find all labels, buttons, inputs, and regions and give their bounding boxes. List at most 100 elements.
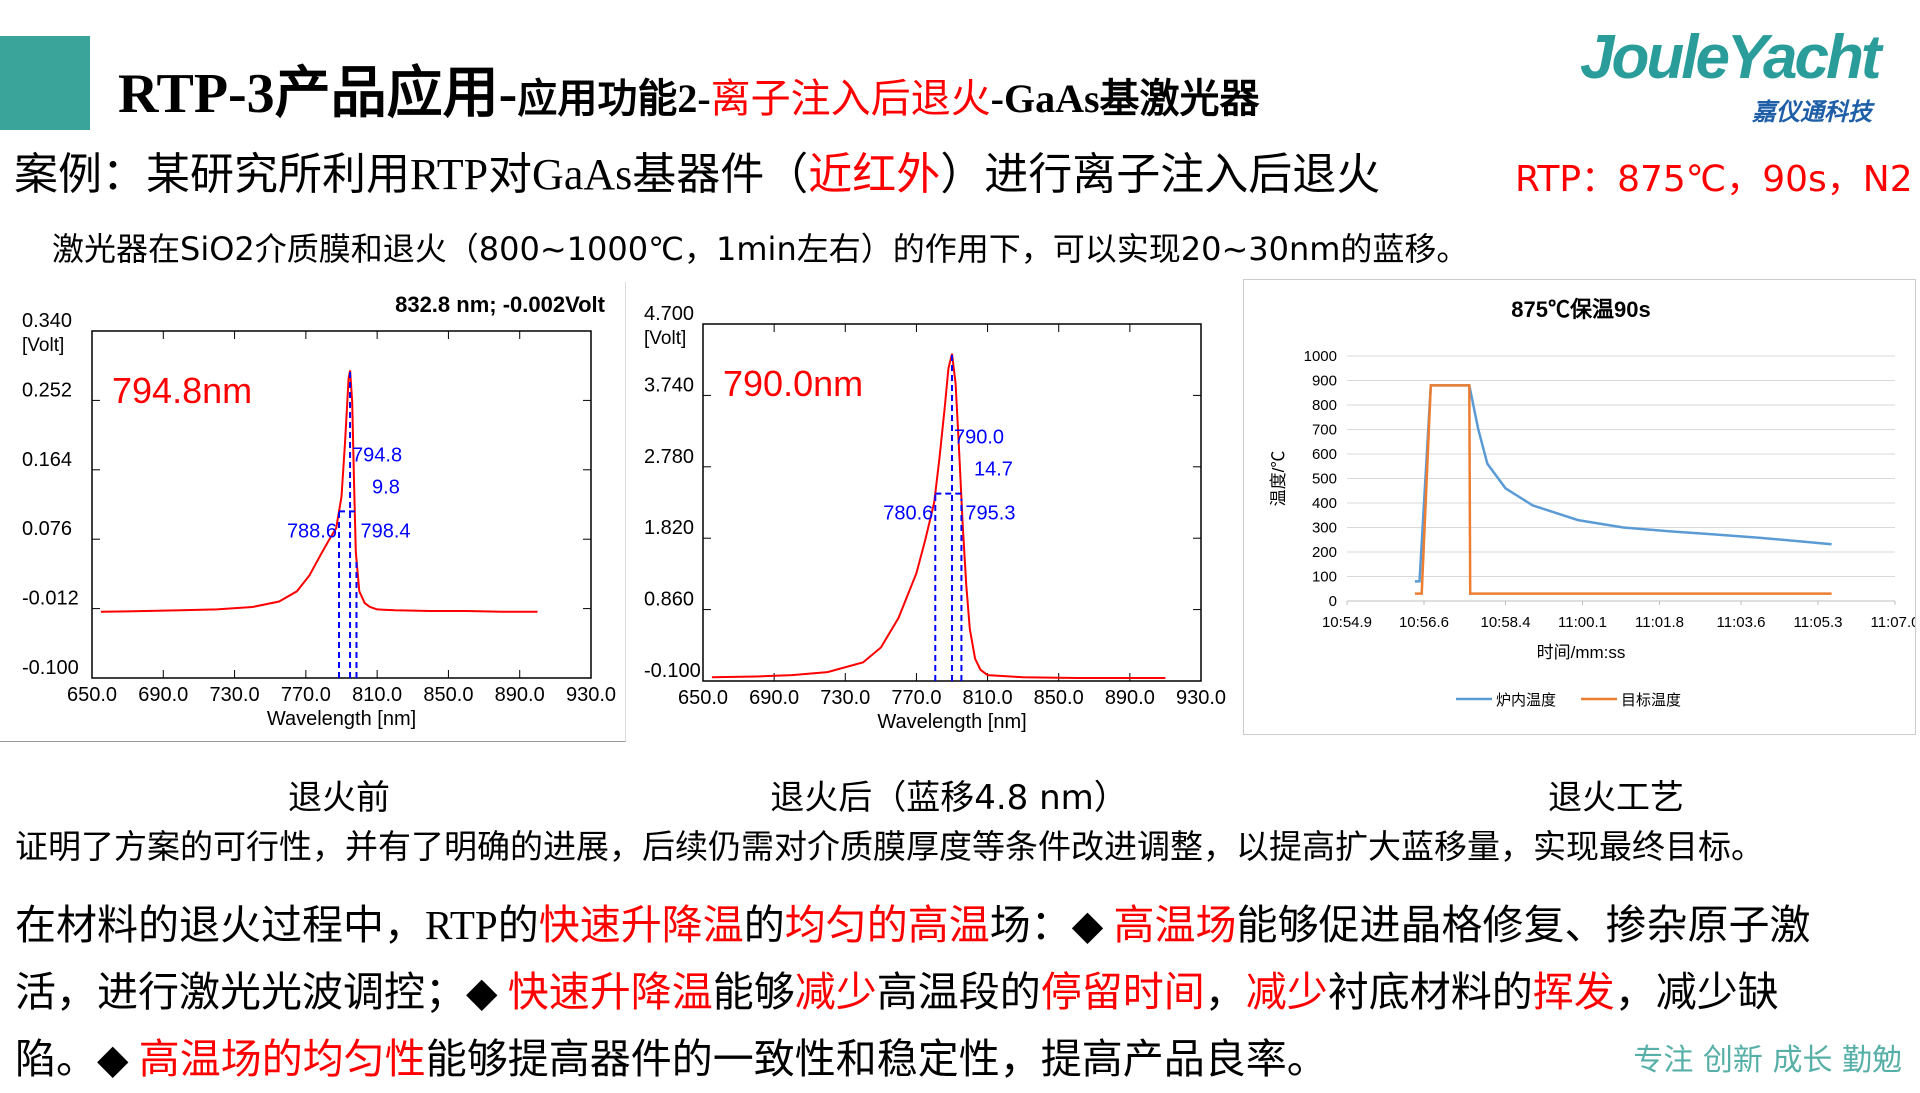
body-segment: 减少 xyxy=(794,969,877,1015)
title-main: RTP-3产品应用- xyxy=(118,63,518,125)
caption: 退火后（蓝移4.8 nm） xyxy=(770,778,1128,818)
body-segment: 停留时间 xyxy=(1040,969,1205,1015)
body-segment: 快速升降温 xyxy=(507,969,713,1015)
chart-title: 875℃保温90s xyxy=(1511,297,1650,322)
y-tick-label: 0 xyxy=(1329,593,1337,610)
marker-label: 780.6 xyxy=(883,503,933,525)
conclusion: 证明了方案的可行性，并有了明确的进展，后续仍需对介质膜厚度等条件改进调整，以提高… xyxy=(15,827,1764,866)
logo-company: 嘉仪通科技 xyxy=(1752,98,1872,126)
body-text: 在材料的退火过程中，RTP的快速升降温的均匀的高温场：◆ 高温场能够促进晶格修复… xyxy=(15,892,1845,1093)
x-axis-label: Wavelength [nm] xyxy=(267,708,416,730)
y-tick-label: -0.100 xyxy=(644,660,701,682)
y-tick-label: 600 xyxy=(1312,446,1337,463)
y-tick-label: 0.076 xyxy=(22,518,72,540)
marker-label: 14.7 xyxy=(974,459,1013,481)
x-tick-label: 850.0 xyxy=(1034,687,1084,709)
body-segment: 在材料的退火过程中，RTP的 xyxy=(15,902,539,948)
body-segment: 能够 xyxy=(712,969,795,1015)
readout: 832.8 nm; -0.002Volt xyxy=(395,292,606,317)
y-tick-label: 300 xyxy=(1312,520,1337,537)
x-tick-label: 11:01.8 xyxy=(1635,614,1684,631)
legend-label: 目标温度 xyxy=(1621,692,1681,709)
marker-label: 788.6 xyxy=(287,520,337,542)
x-tick-label: 10:56.6 xyxy=(1399,614,1449,631)
caption: 退火前 xyxy=(288,778,390,818)
body-segment: 场：◆ xyxy=(989,902,1114,948)
y-tick-label: 0.252 xyxy=(22,379,72,401)
y-tick-label: 4.700 xyxy=(644,303,694,325)
title-highlight: 离子注入后退火 xyxy=(710,76,991,121)
x-tick-label: 850.0 xyxy=(423,684,473,706)
y-axis-label: [Volt] xyxy=(644,328,686,349)
logo-brand: JouleYacht xyxy=(1580,23,1881,92)
note: 激光器在SiO2介质膜和退火（800~1000℃，1min左右）的作用下，可以实… xyxy=(52,230,1469,268)
body-segment: 能够提高器件的一致性和稳定性，提高产品良率。 xyxy=(425,1036,1328,1082)
body-segment: ， xyxy=(1204,969,1246,1015)
case-condition: RTP：875℃，90s，N2 xyxy=(1515,159,1913,200)
title: RTP-3产品应用-应用功能2-离子注入后退火-GaAs基激光器 xyxy=(118,48,1260,129)
y-tick-label: 500 xyxy=(1312,471,1337,488)
body-segment: 高温段的 xyxy=(876,969,1041,1015)
y-tick-label: 0.860 xyxy=(644,589,694,611)
data-line xyxy=(711,353,1166,679)
x-tick-label: 10:54.9 xyxy=(1322,614,1372,631)
marker-label: 794.8 xyxy=(352,444,402,466)
y-tick-label: 100 xyxy=(1312,569,1337,586)
y-tick-label: 200 xyxy=(1312,544,1337,561)
x-tick-label: 770.0 xyxy=(281,684,331,706)
marker-label: 790.0 xyxy=(954,427,1004,449)
x-tick-label: 11:03.6 xyxy=(1717,614,1766,631)
y-tick-label: 1.820 xyxy=(644,517,694,539)
body-segment: 能够促进晶格修复、掺杂原子激活，进行激光光波调控；◆ xyxy=(15,902,1811,1015)
x-tick-label: 930.0 xyxy=(1176,687,1226,709)
x-tick-label: 730.0 xyxy=(210,684,260,706)
marker-label: 9.8 xyxy=(372,476,400,498)
body-segment: 衬底材料的 xyxy=(1327,969,1533,1015)
x-axis-label: Wavelength [nm] xyxy=(877,711,1026,733)
marker-label: 798.4 xyxy=(360,520,410,542)
y-tick-label: 700 xyxy=(1312,422,1337,439)
spectrum-before: 0.340 0.252 0.164 0.076 -0.012 -0.100 650.0 690… xyxy=(0,282,626,742)
case-text-end: ）进行离子注入后退火 xyxy=(940,150,1381,199)
x-tick-label: 810.0 xyxy=(352,684,402,706)
x-tick-label: 690.0 xyxy=(138,684,188,706)
y-tick-label: -0.012 xyxy=(22,588,79,610)
x-tick-label: 11:07.0 xyxy=(1871,614,1916,631)
legend-label: 炉内温度 xyxy=(1496,692,1556,709)
body-segment: 均匀的高温 xyxy=(784,902,990,948)
body-segment: 高温场 xyxy=(1113,902,1237,948)
y-tick-label: 0.164 xyxy=(22,449,72,471)
x-tick-label: 930.0 xyxy=(566,684,616,706)
peak-label: 794.8nm xyxy=(112,370,252,411)
x-tick-label: 890.0 xyxy=(1105,687,1155,709)
y-tick-label: 900 xyxy=(1312,373,1337,390)
spectrum-after: 4.700 3.740 2.780 1.820 0.860 -0.100 650.0 690.… xyxy=(644,303,1226,733)
peak-label: 790.0nm xyxy=(723,363,863,404)
plot-frame xyxy=(91,330,592,679)
body-segment: ，减少缺陷。◆ xyxy=(15,969,1779,1082)
process-chart: 0 100 200 300 400 500 600 700 800 900 1000 10:54.9 1… xyxy=(1243,279,1916,735)
y-tick-label: -0.100 xyxy=(22,657,79,679)
x-tick-label: 810.0 xyxy=(963,687,1013,709)
data-line xyxy=(100,370,538,613)
y-axis-label: 温度/℃ xyxy=(1269,451,1288,507)
y-tick-label: 800 xyxy=(1312,397,1337,414)
header-bar xyxy=(0,36,90,130)
x-tick-label: 730.0 xyxy=(820,687,870,709)
body-segment: 快速升降温 xyxy=(538,902,744,948)
x-tick-label: 650.0 xyxy=(678,687,728,709)
data-line xyxy=(1414,384,1832,595)
watermark: 专注 创新 成长 勤勉 xyxy=(1633,1043,1902,1078)
x-tick-label: 11:00.1 xyxy=(1558,614,1607,631)
title-end: -GaAs基激光器 xyxy=(990,76,1260,121)
y-tick-label: 0.340 xyxy=(22,310,72,332)
y-tick-label: 400 xyxy=(1312,495,1337,512)
x-axis-label: 时间/mm:ss xyxy=(1537,643,1626,662)
x-tick-label: 770.0 xyxy=(891,687,941,709)
body-segment: 挥发 xyxy=(1532,969,1615,1015)
body-segment: 的 xyxy=(743,902,785,948)
y-axis-label: [Volt] xyxy=(22,335,64,356)
marker-label: 795.3 xyxy=(965,503,1015,525)
case-text: 案例：某研究所利用RTP对GaAs基器件（ xyxy=(14,150,809,199)
